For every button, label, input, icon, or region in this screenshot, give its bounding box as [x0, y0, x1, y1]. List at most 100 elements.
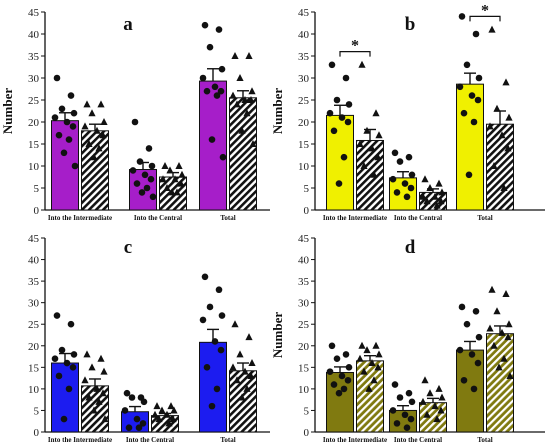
data-point-triangle [502, 78, 510, 86]
data-point-circle [70, 351, 78, 358]
data-point-triangle [90, 153, 98, 161]
panel-d: 0 5 10 15 20 25 30 35 40 45 Number d Into the Interm… [270, 233, 545, 444]
y-tick-label: 35 [28, 276, 40, 288]
bar [356, 360, 384, 433]
data-point-triangle [158, 406, 166, 414]
y-tick-label: 40 [28, 29, 40, 41]
data-point-triangle [486, 324, 494, 332]
data-point-triangle [100, 367, 108, 375]
x-category-label: Into the Central [394, 214, 442, 222]
data-point-circle [396, 394, 404, 401]
data-point-triangle [493, 307, 501, 315]
significance-bracket [469, 15, 501, 22]
y-tick-label: 20 [298, 117, 310, 129]
data-point-triangle [490, 162, 498, 169]
y-axis-label: Number [270, 88, 285, 134]
data-point-triangle [488, 25, 496, 33]
data-point-circle [407, 415, 415, 423]
data-point-triangle [248, 87, 256, 95]
data-point-triangle [248, 359, 256, 367]
data-point-triangle [421, 376, 429, 384]
data-point-circle [475, 74, 483, 82]
data-point-circle [401, 411, 409, 419]
y-tick-label: 15 [298, 362, 310, 374]
data-point-triangle [363, 126, 371, 134]
y-tick-label: 10 [28, 161, 40, 173]
data-point-circle [460, 109, 468, 117]
data-point-circle [393, 189, 401, 196]
data-point-triangle [99, 389, 107, 397]
data-point-circle [344, 118, 352, 126]
y-tick-label: 0 [304, 427, 310, 439]
data-point-circle [475, 333, 483, 341]
data-point-circle [199, 74, 207, 82]
x-category-label: Total [220, 436, 235, 444]
y-tick-label: 5 [304, 183, 310, 195]
data-point-triangle [498, 328, 506, 336]
data-point-circle [211, 83, 219, 91]
data-point-circle [203, 87, 211, 95]
data-point-circle [143, 184, 151, 192]
x-category-label: Into the Intermediate [323, 436, 387, 444]
data-point-circle [148, 162, 156, 170]
data-point-triangle [360, 162, 368, 169]
data-point-triangle [505, 113, 513, 121]
data-point-triangle [175, 162, 183, 169]
data-point-triangle [438, 188, 446, 196]
data-point-circle [401, 180, 409, 187]
significance-bracket [339, 51, 371, 57]
data-point-circle [326, 368, 334, 375]
data-point-circle [405, 153, 413, 161]
data-point-circle [218, 312, 226, 319]
panel-label: d [405, 237, 416, 258]
data-point-circle [67, 92, 75, 99]
y-tick-label: 25 [28, 319, 40, 331]
panel-a: 0 5 10 15 20 25 30 35 40 45 Number a Into the Interm… [0, 7, 270, 222]
y-tick-label: 40 [28, 255, 40, 267]
data-point-circle [141, 171, 149, 179]
data-point-triangle [155, 415, 163, 423]
data-point-circle [215, 26, 223, 33]
data-point-circle [408, 171, 416, 179]
data-point-circle [145, 145, 153, 152]
data-point-circle [472, 307, 480, 315]
data-point-circle [60, 415, 68, 423]
data-point-triangle [486, 122, 494, 130]
data-point-triangle [368, 359, 376, 367]
data-point-circle [458, 303, 466, 311]
data-point-circle [211, 338, 219, 345]
y-tick-label: 5 [34, 183, 40, 195]
data-point-triangle [245, 333, 253, 341]
data-point-triangle [241, 96, 249, 103]
y-tick-label: 40 [298, 29, 310, 41]
data-point-circle [213, 385, 221, 393]
data-point-triangle [372, 341, 380, 349]
y-tick-label: 25 [28, 95, 40, 107]
bar [199, 80, 227, 211]
y-tick-label: 40 [298, 255, 310, 267]
y-tick-label: 30 [28, 298, 40, 310]
panel-label: b [405, 14, 416, 35]
data-point-triangle [500, 184, 508, 191]
data-point-triangle [495, 363, 503, 371]
data-point-circle [463, 320, 471, 328]
data-point-circle [330, 381, 338, 388]
data-point-triangle [431, 402, 439, 410]
data-point-triangle [433, 415, 441, 423]
data-point-triangle [370, 170, 378, 178]
data-point-triangle [236, 350, 244, 358]
data-point-triangle [247, 371, 255, 379]
data-point-triangle [95, 144, 103, 152]
y-tick-label: 45 [28, 233, 40, 245]
significance-star: * [481, 2, 489, 19]
data-point-circle [206, 43, 214, 51]
bar [486, 333, 514, 433]
data-point-triangle [363, 346, 371, 354]
data-point-circle [408, 398, 416, 406]
data-point-triangle [85, 393, 93, 401]
y-tick-label: 20 [298, 341, 310, 353]
data-point-circle [63, 359, 71, 367]
bar [486, 123, 514, 211]
y-tick-label: 0 [34, 205, 40, 217]
data-point-circle [463, 61, 471, 69]
